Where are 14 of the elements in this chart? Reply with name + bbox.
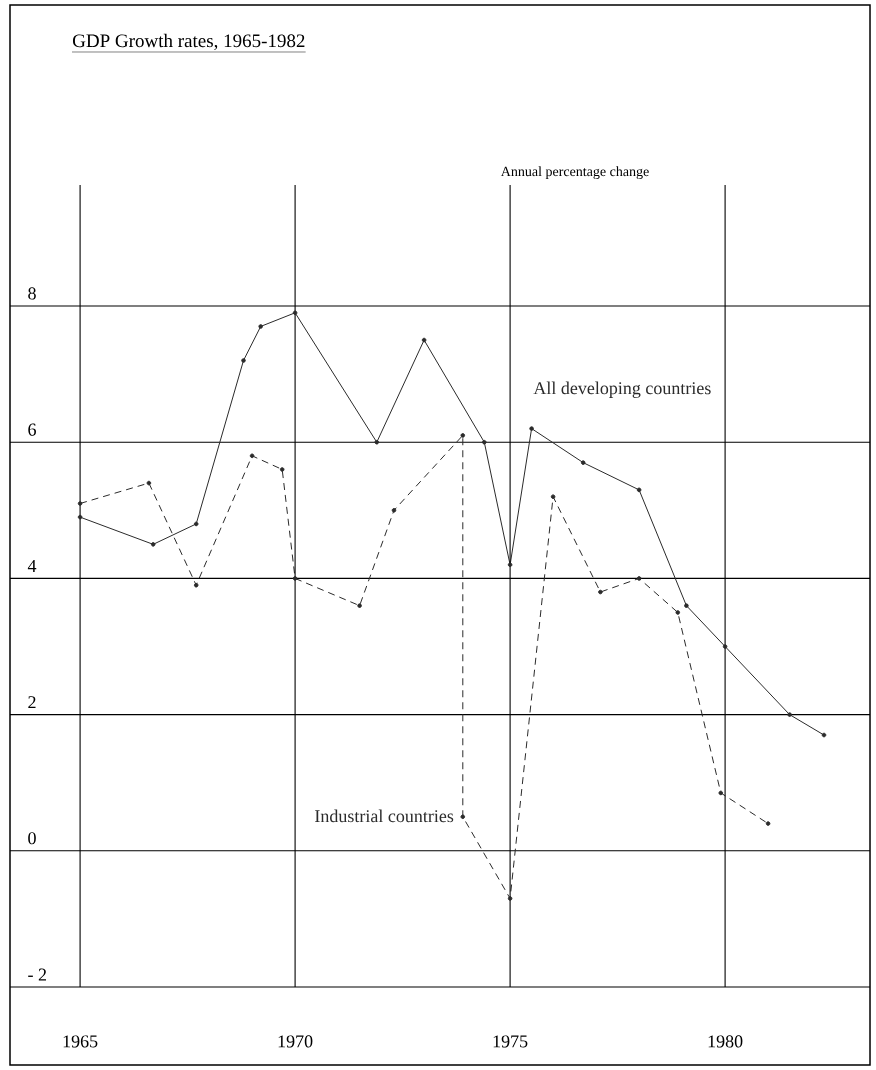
y-tick-label: 4	[27, 560, 37, 572]
y-tick-label: 6	[28, 423, 36, 436]
text: GDP Growth rates, 1965-1982	[72, 33, 305, 50]
x-tick-label: 1980	[708, 1035, 743, 1048]
y-tick-label: 2	[28, 696, 36, 709]
y-tick-label: - 2	[28, 968, 47, 981]
x-tick-label: 1965	[63, 1035, 98, 1048]
y-axis-title: Annual percentage change	[500, 166, 649, 180]
y-tick-label: 8	[28, 287, 36, 300]
series-label: All developing countries	[533, 381, 711, 398]
series-label: Industrial countries	[315, 809, 454, 823]
y-tick-label: 0	[28, 832, 36, 845]
x-tick-label: 1970	[278, 1035, 313, 1048]
x-tick-label: 1975	[493, 1035, 528, 1048]
